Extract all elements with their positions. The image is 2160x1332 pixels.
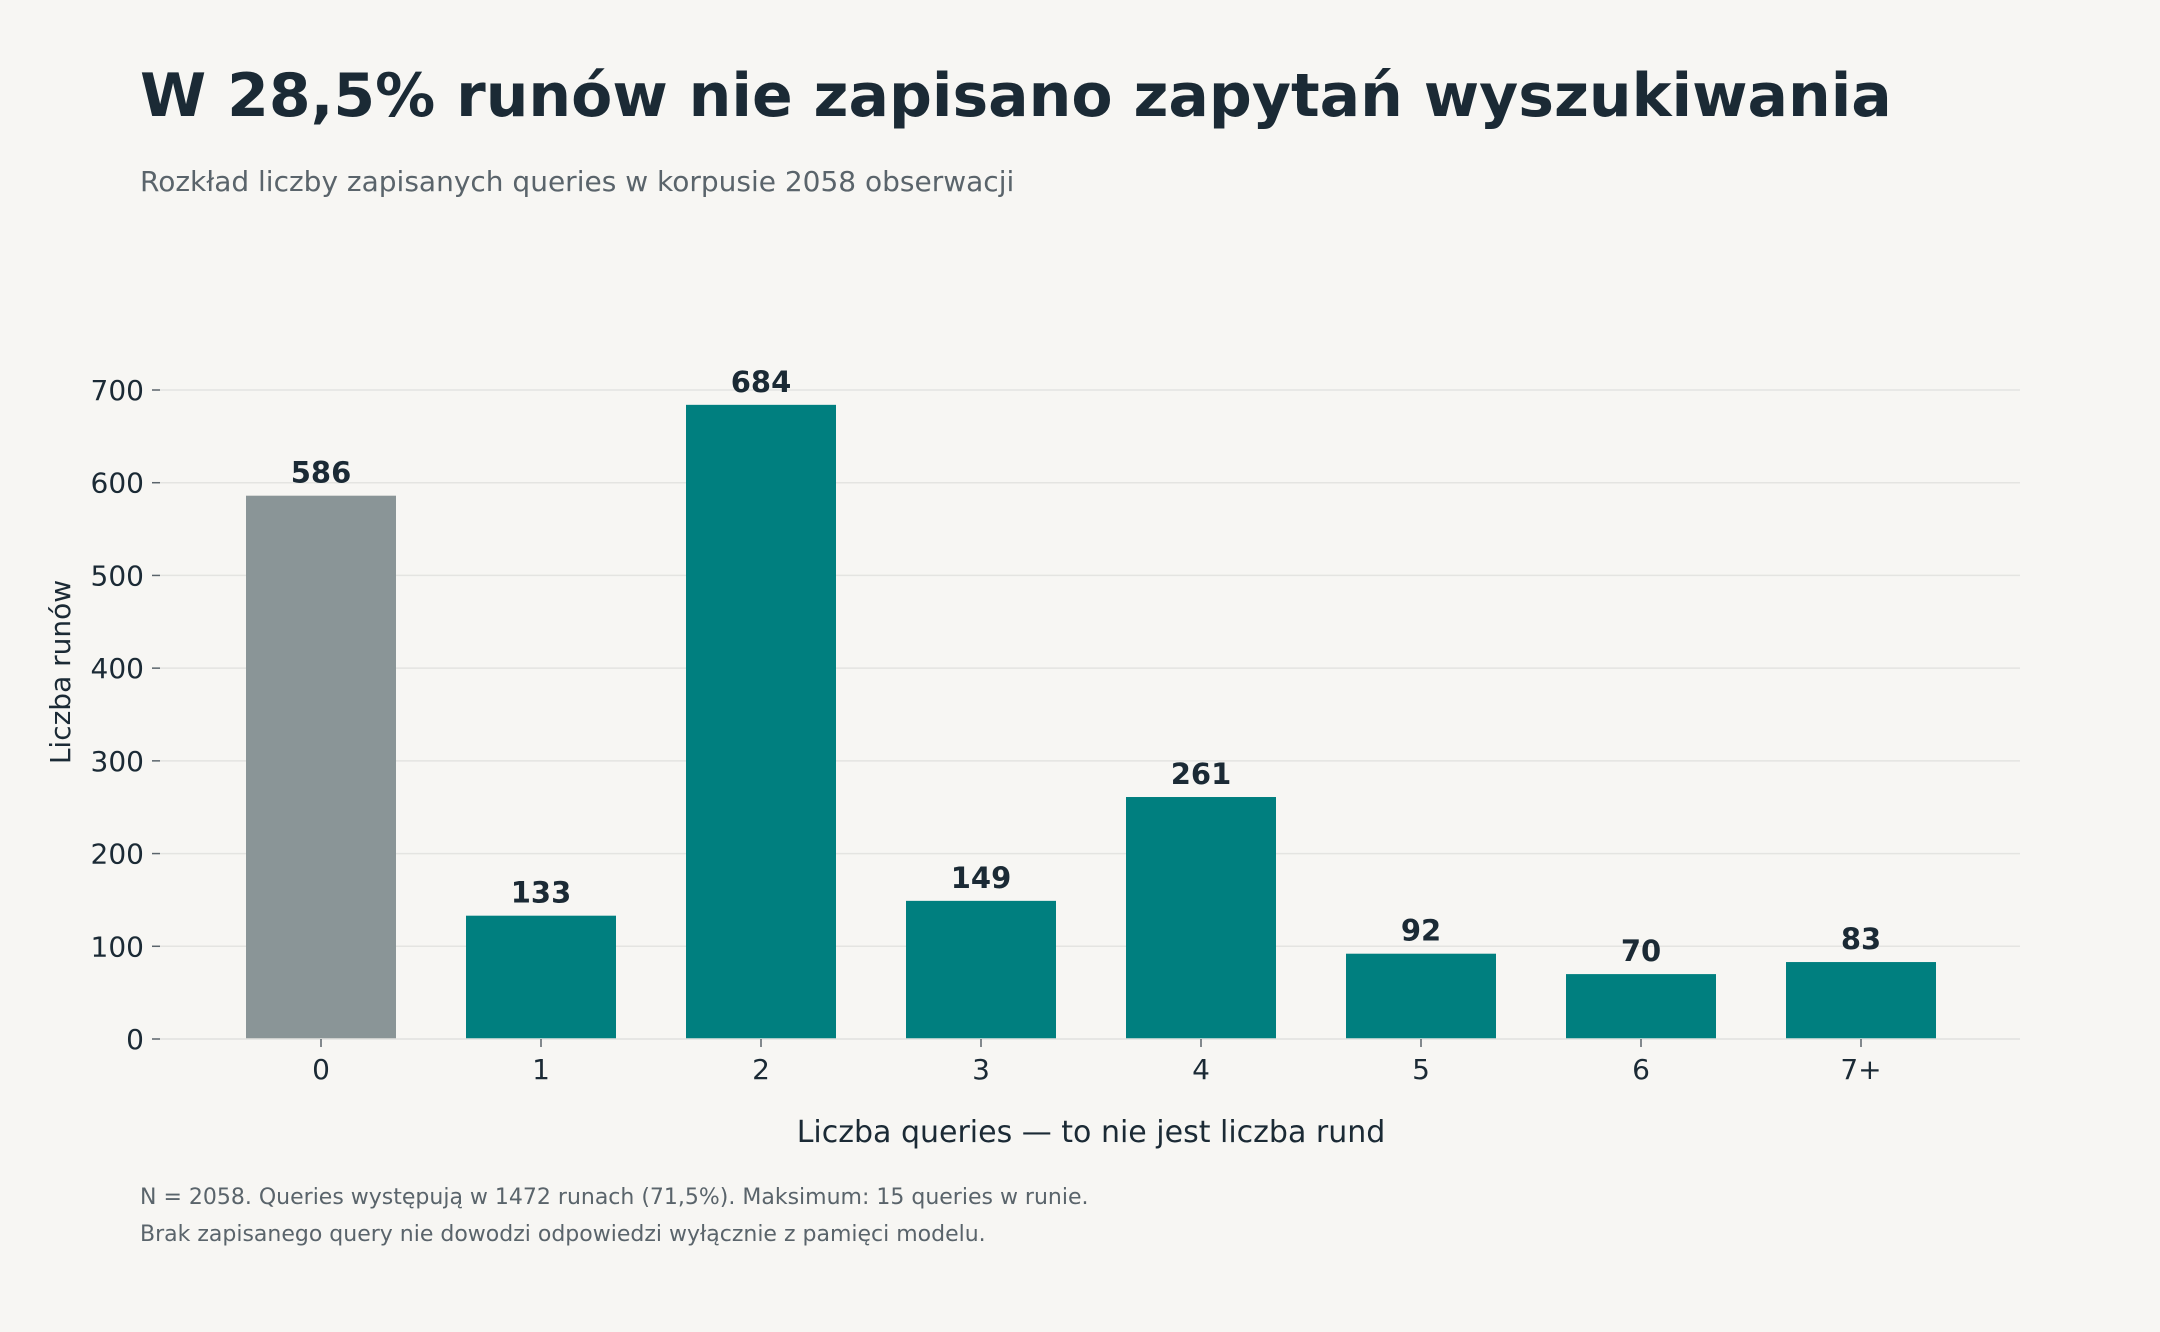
data-label: 684 [731, 365, 792, 399]
gridlines [160, 389, 2020, 1040]
chart-title: W 28,5% runów nie zapisano zapytań wyszu… [140, 61, 1892, 131]
bar-1 [466, 915, 616, 1039]
x-tick-label: 4 [1192, 1053, 1210, 1086]
x-tick-label: 3 [972, 1053, 990, 1086]
y-axis-label: Liczba runów [44, 580, 77, 764]
data-label: 83 [1841, 922, 1881, 956]
data-label: 586 [291, 456, 352, 490]
y-tick-label: 100 [91, 930, 144, 963]
data-label: 70 [1621, 934, 1661, 968]
bar-5 [1346, 953, 1496, 1039]
footnote-caveat: Brak zapisanego query nie dowodzi odpowi… [140, 1222, 986, 1247]
y-tick-label: 500 [91, 559, 144, 592]
y-tick-label: 700 [91, 374, 144, 407]
x-tick-label: 0 [312, 1053, 330, 1086]
x-tick-label: 2 [752, 1053, 770, 1086]
footnote-summary: N = 2058. Queries występują w 1472 runac… [140, 1185, 1089, 1210]
bar-7+ [1786, 962, 1936, 1039]
data-label: 149 [951, 861, 1012, 895]
chart-subtitle: Rozkład liczby zapisanych queries w korp… [140, 165, 1015, 198]
y-tick-label: 0 [126, 1023, 144, 1056]
bar-6 [1566, 974, 1716, 1039]
x-tick-label: 6 [1632, 1053, 1650, 1086]
axes: 0 100 200 300 400 500 600 700 0 1 2 3 4 5 6 7+ [91, 374, 2020, 1086]
bar-4 [1126, 797, 1276, 1039]
y-tick-label: 600 [91, 467, 144, 500]
bar-3 [906, 900, 1056, 1039]
y-tick-label: 300 [91, 745, 144, 778]
y-tick-label: 200 [91, 838, 144, 871]
x-tick-label: 5 [1412, 1053, 1430, 1086]
x-tick-label: 1 [532, 1053, 550, 1086]
data-labels: 586 133 684 149 261 92 70 83 [291, 365, 1881, 968]
x-tick-label: 7+ [1840, 1053, 1881, 1086]
x-axis-label: Liczba queries — to nie jest liczba rund [797, 1115, 1386, 1150]
data-label: 261 [1171, 757, 1232, 791]
bar-2 [686, 404, 836, 1039]
bar-0 [246, 495, 396, 1039]
y-tick-label: 400 [91, 652, 144, 685]
data-label: 133 [511, 876, 572, 910]
bars [246, 404, 1936, 1039]
data-label: 92 [1401, 914, 1441, 948]
